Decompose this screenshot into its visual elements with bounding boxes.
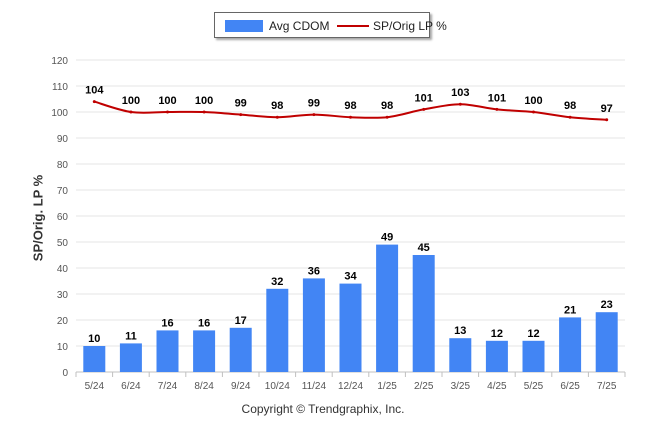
line-point bbox=[239, 113, 243, 117]
bar bbox=[449, 338, 472, 372]
copyright-text: Copyright © Trendgraphix, Inc. bbox=[241, 402, 405, 416]
bar-data-label: 23 bbox=[601, 299, 613, 311]
y-tick-label: 30 bbox=[57, 290, 69, 301]
legend-bar-label: Avg CDOM bbox=[269, 19, 330, 33]
y-tick-label: 20 bbox=[57, 316, 69, 327]
legend-bar-swatch bbox=[225, 20, 263, 32]
legend-line-swatch bbox=[337, 25, 369, 27]
line-data-label: 100 bbox=[122, 95, 140, 107]
line-point bbox=[166, 110, 169, 114]
x-tick-label: 5/25 bbox=[524, 381, 544, 392]
bar bbox=[119, 343, 142, 372]
y-tick-label: 40 bbox=[57, 264, 69, 275]
bar bbox=[376, 244, 399, 372]
bar bbox=[193, 330, 216, 372]
line-point bbox=[202, 110, 206, 114]
bar-data-label: 21 bbox=[564, 304, 576, 316]
y-tick-label: 10 bbox=[57, 342, 69, 353]
line-point bbox=[349, 115, 352, 119]
y-tick-label: 110 bbox=[52, 82, 68, 93]
y-tick-label: 60 bbox=[57, 212, 69, 223]
bar-data-label: 17 bbox=[235, 315, 247, 327]
line-data-label: 99 bbox=[308, 98, 320, 110]
line-data-label: 97 bbox=[601, 103, 613, 115]
line-data-label: 99 bbox=[235, 98, 247, 110]
line-point bbox=[568, 115, 572, 119]
line-point bbox=[458, 102, 462, 106]
bar bbox=[266, 288, 289, 372]
bar-data-label: 32 bbox=[271, 276, 283, 288]
line-point bbox=[92, 100, 96, 104]
line-data-label: 103 bbox=[451, 87, 469, 99]
y-tick-label: 0 bbox=[62, 368, 68, 379]
x-tick-label: 5/24 bbox=[85, 381, 105, 392]
line-data-label: 98 bbox=[344, 100, 356, 112]
x-tick-label: 7/24 bbox=[158, 381, 178, 392]
y-tick-label: 100 bbox=[51, 108, 68, 119]
bar bbox=[83, 346, 106, 372]
bar-data-label: 11 bbox=[125, 330, 137, 342]
line-data-label: 98 bbox=[564, 100, 576, 112]
bar-data-label: 45 bbox=[418, 242, 430, 254]
bar-data-label: 36 bbox=[308, 265, 320, 277]
line-data-label: 101 bbox=[415, 92, 433, 104]
x-tick-label: 11/24 bbox=[302, 381, 327, 392]
bar bbox=[339, 283, 362, 372]
legend-line-label: SP/Orig LP % bbox=[373, 19, 447, 33]
legend: Avg CDOM SP/Orig LP % bbox=[214, 12, 447, 38]
bar bbox=[156, 330, 179, 372]
bar bbox=[522, 340, 545, 372]
x-tick-label: 6/24 bbox=[121, 381, 141, 392]
x-tick-label: 3/25 bbox=[451, 381, 471, 392]
bar bbox=[229, 327, 252, 372]
y-tick-label: 120 bbox=[51, 56, 68, 67]
x-tick-label: 4/25 bbox=[487, 381, 507, 392]
x-tick-label: 7/25 bbox=[597, 381, 617, 392]
line-data-label: 100 bbox=[195, 95, 213, 107]
bar bbox=[595, 312, 618, 372]
line-data-label: 101 bbox=[488, 92, 506, 104]
x-tick-label: 12/24 bbox=[338, 381, 363, 392]
y-tick-label: 70 bbox=[57, 186, 69, 197]
y-tick-label: 80 bbox=[57, 160, 69, 171]
x-tick-label: 1/25 bbox=[377, 381, 397, 392]
line-data-label: 100 bbox=[524, 95, 542, 107]
bar-data-label: 16 bbox=[161, 317, 173, 329]
bar-data-label: 12 bbox=[527, 328, 539, 340]
line-data-label: 100 bbox=[158, 95, 176, 107]
x-tick-label: 8/24 bbox=[194, 381, 214, 392]
y-tick-label: 50 bbox=[57, 238, 69, 249]
bar bbox=[559, 317, 582, 372]
line-point bbox=[129, 110, 133, 114]
bar-data-label: 16 bbox=[198, 317, 210, 329]
bar bbox=[302, 278, 325, 372]
bar bbox=[485, 340, 508, 372]
bar bbox=[412, 255, 435, 372]
y-tick-label: 90 bbox=[57, 134, 69, 145]
line-point bbox=[605, 118, 609, 122]
line-point bbox=[422, 107, 426, 111]
x-tick-label: 2/25 bbox=[414, 381, 434, 392]
x-tick-label: 6/25 bbox=[560, 381, 580, 392]
bar-data-label: 12 bbox=[491, 328, 503, 340]
x-tick-label: 9/24 bbox=[231, 381, 251, 392]
line-point bbox=[532, 110, 535, 114]
line-point bbox=[385, 115, 389, 119]
x-tick-label: 10/24 bbox=[265, 381, 290, 392]
line-point bbox=[275, 115, 279, 119]
bar-data-label: 10 bbox=[88, 333, 100, 345]
bar-data-label: 13 bbox=[454, 325, 466, 337]
y-axis-label: SP/Orig. LP % bbox=[30, 174, 46, 262]
line-data-label: 98 bbox=[271, 100, 283, 112]
line-data-label: 98 bbox=[381, 100, 393, 112]
line-point bbox=[495, 107, 499, 111]
line-data-label: 104 bbox=[85, 85, 104, 97]
line-point bbox=[312, 113, 316, 117]
bar-data-label: 34 bbox=[344, 271, 357, 283]
bar-data-label: 49 bbox=[381, 232, 393, 244]
